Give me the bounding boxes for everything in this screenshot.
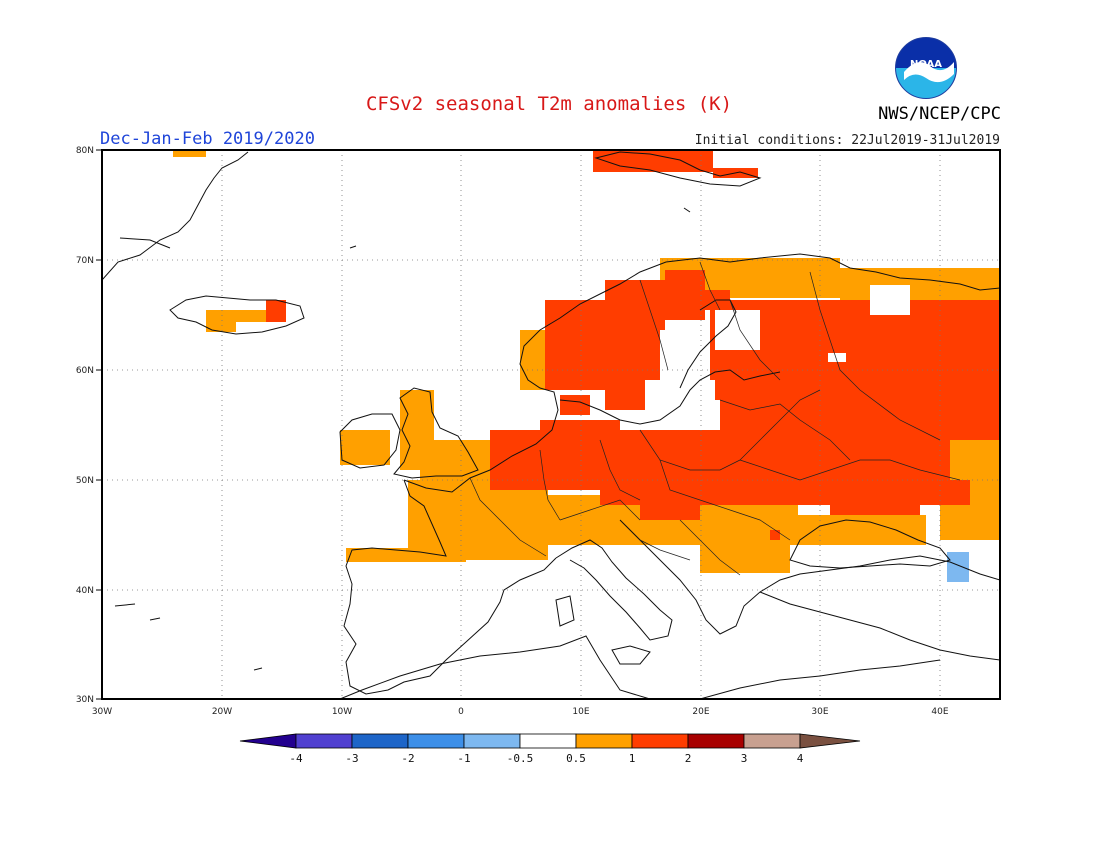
colorbar-tick-label: 2	[685, 752, 692, 765]
lon-tick-label: 30W	[92, 707, 112, 717]
lon-tick-label: 20W	[212, 707, 232, 717]
colorbar-swatch	[295, 733, 353, 749]
organization-label: NWS/NCEP/CPC	[878, 104, 1001, 124]
map-frame	[101, 149, 1001, 700]
colorbar-tick-label: 3	[741, 752, 748, 765]
initial-conditions-label: Initial conditions: 22Jul2019-31Jul2019	[695, 133, 1000, 148]
lat-tick-label: 50N	[76, 476, 94, 486]
lon-tick-label: 10W	[332, 707, 352, 717]
colorbar-swatch	[519, 733, 577, 749]
colorbar-swatch	[631, 733, 689, 749]
map-area	[101, 149, 1001, 700]
lon-tick-label: 40E	[931, 707, 948, 717]
colorbar-low-arrow	[239, 733, 297, 749]
anomaly-fill-neutral	[645, 285, 910, 420]
chart-title: CFSv2 seasonal T2m anomalies (K)	[366, 93, 732, 115]
coastlines	[102, 151, 1000, 699]
colorbar: -4 -3 -2 -1 -0.5 0.5 1 2 3 4	[239, 733, 861, 765]
colorbar-swatch	[463, 733, 521, 749]
colorbar-swatch	[407, 733, 465, 749]
lat-tick-label: 60N	[76, 366, 94, 376]
season-label: Dec-Jan-Feb 2019/2020	[100, 129, 315, 149]
noaa-logo: NOAA	[895, 37, 957, 99]
country-borders	[469, 261, 961, 576]
colorbar-tick-label: 4	[797, 752, 804, 765]
colorbar-swatch	[351, 733, 409, 749]
lat-axis: 80N 70N 60N 50N 40N 30N	[76, 146, 102, 705]
colorbar-tick-label: -2	[401, 752, 414, 765]
colorbar-swatch	[687, 733, 745, 749]
colorbar-swatch	[743, 733, 801, 749]
anomaly-fill-lightblue	[947, 552, 969, 582]
lat-tick-label: 80N	[76, 146, 94, 156]
colorbar-tick-label: 0.5	[566, 752, 586, 765]
lon-tick-label: 30E	[811, 707, 828, 717]
colorbar-tick-label: -0.5	[507, 752, 534, 765]
colorbar-tick-label: 1	[629, 752, 636, 765]
colorbar-high-arrow	[799, 733, 861, 749]
colorbar-tick-label: -1	[457, 752, 470, 765]
colorbar-tick-label: -3	[345, 752, 358, 765]
colorbar-tick-label: -4	[289, 752, 303, 765]
lon-axis: 30W 20W 10W 0 10E 20E 30E 40E	[92, 707, 949, 717]
noaa-logo-text: NOAA	[910, 59, 942, 70]
lon-tick-label: 10E	[572, 707, 589, 717]
colorbar-swatch	[575, 733, 633, 749]
lon-tick-label: 0	[458, 707, 464, 717]
lat-tick-label: 40N	[76, 586, 94, 596]
lat-tick-label: 70N	[76, 256, 94, 266]
lon-tick-label: 20E	[692, 707, 709, 717]
lat-tick-label: 30N	[76, 695, 94, 705]
